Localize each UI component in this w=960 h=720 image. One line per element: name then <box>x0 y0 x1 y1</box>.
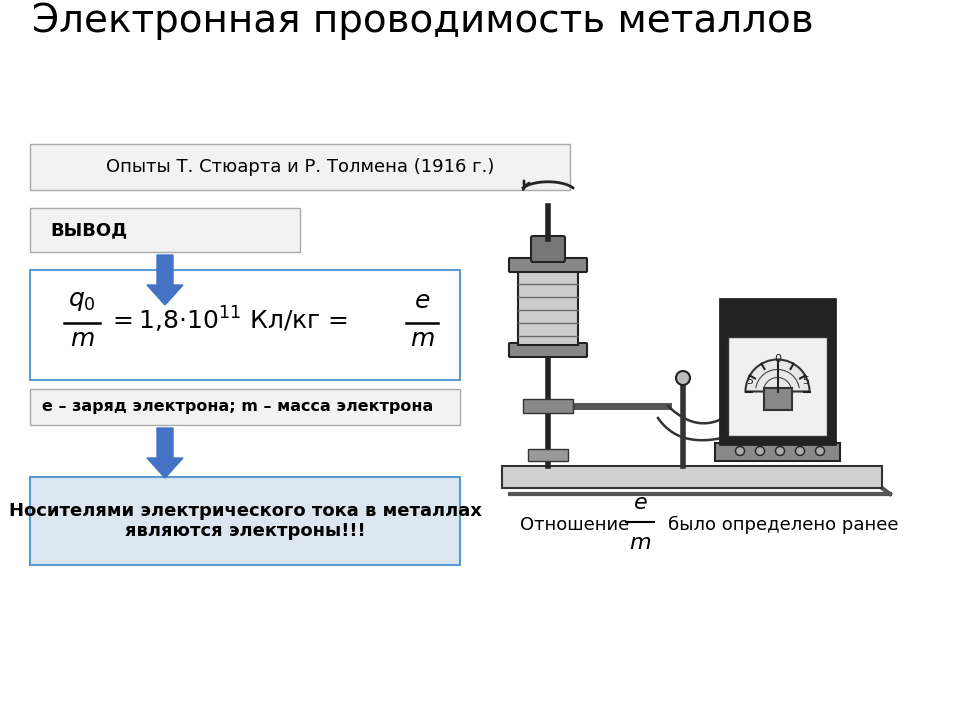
FancyBboxPatch shape <box>502 466 882 488</box>
FancyBboxPatch shape <box>30 389 460 425</box>
Text: $q_0$: $q_0$ <box>68 289 96 313</box>
FancyBboxPatch shape <box>528 449 568 461</box>
Text: Электронная проводимость металлов: Электронная проводимость металлов <box>32 2 814 40</box>
Circle shape <box>676 371 690 385</box>
FancyBboxPatch shape <box>531 236 565 262</box>
FancyBboxPatch shape <box>763 387 791 410</box>
Text: Носителями электрического тока в металлах
являются электроны!!!: Носителями электрического тока в металла… <box>9 502 481 541</box>
FancyBboxPatch shape <box>30 270 460 380</box>
FancyBboxPatch shape <box>30 208 300 252</box>
FancyBboxPatch shape <box>509 258 587 272</box>
Text: $m$: $m$ <box>410 327 434 351</box>
FancyBboxPatch shape <box>518 270 578 345</box>
FancyBboxPatch shape <box>509 343 587 357</box>
Circle shape <box>756 446 764 456</box>
Text: $m$: $m$ <box>629 533 651 553</box>
Text: $e$: $e$ <box>633 493 647 513</box>
Text: ВЫВОД: ВЫВОД <box>50 221 128 239</box>
Text: 5: 5 <box>802 376 809 385</box>
Circle shape <box>735 446 745 456</box>
Circle shape <box>796 446 804 456</box>
FancyBboxPatch shape <box>720 299 835 444</box>
Text: $m$: $m$ <box>70 327 94 351</box>
Text: е – заряд электрона; m – масса электрона: е – заряд электрона; m – масса электрона <box>42 400 433 415</box>
Circle shape <box>776 446 784 456</box>
FancyBboxPatch shape <box>728 337 827 436</box>
FancyArrow shape <box>147 255 183 305</box>
Text: Опыты Т. Стюарта и Р. Толмена (1916 г.): Опыты Т. Стюарта и Р. Толмена (1916 г.) <box>106 158 494 176</box>
FancyBboxPatch shape <box>523 399 573 413</box>
Wedge shape <box>746 359 809 392</box>
Text: $e$: $e$ <box>414 289 430 313</box>
Text: было определено ранее: было определено ранее <box>668 516 899 534</box>
FancyBboxPatch shape <box>30 144 570 190</box>
FancyBboxPatch shape <box>30 477 460 565</box>
FancyBboxPatch shape <box>715 443 840 461</box>
Text: $= 1{,}8{\cdot}10^{11}$ Кл/кг =: $= 1{,}8{\cdot}10^{11}$ Кл/кг = <box>108 305 348 335</box>
Text: 5: 5 <box>746 376 753 385</box>
FancyArrow shape <box>147 428 183 478</box>
Text: 0: 0 <box>774 354 781 364</box>
Circle shape <box>815 446 825 456</box>
Text: Отношение: Отношение <box>520 516 629 534</box>
